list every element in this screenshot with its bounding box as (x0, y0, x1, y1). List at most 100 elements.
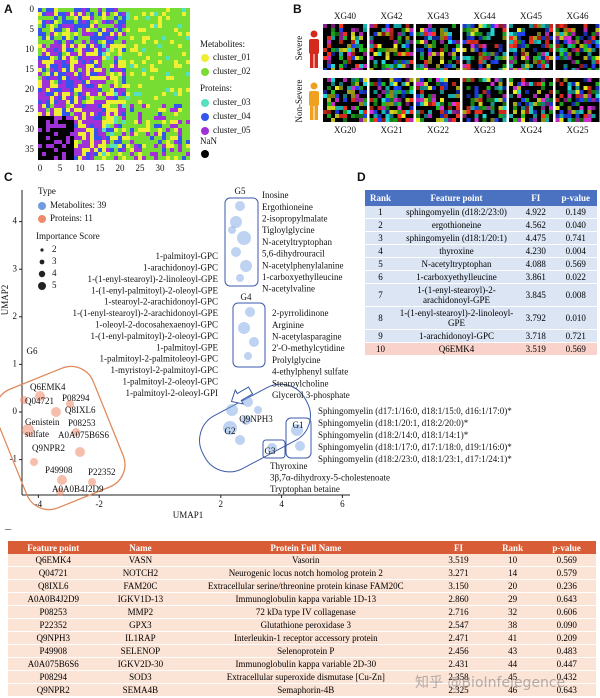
heatmap-cell (82, 84, 86, 88)
heatmap-cell (114, 8, 118, 12)
heatmap-cell (70, 100, 74, 104)
image-pixel (339, 36, 343, 40)
heatmap-cell (70, 140, 74, 144)
heatmap-cell (138, 16, 142, 20)
heatmap-cell (82, 76, 86, 80)
table-row: Q04721 NOTCH2 Neurogenic locus notch homol… (8, 566, 596, 580)
heatmap-cell (170, 20, 174, 24)
person-icon (309, 30, 319, 68)
heatmap-cell (58, 76, 62, 80)
image-pixel (363, 118, 367, 122)
heatmap-cell (42, 92, 46, 96)
heatmap-cell (86, 80, 90, 84)
legend-swatch (201, 68, 209, 76)
heatmap-cell (114, 72, 118, 76)
heatmap-cell (170, 72, 174, 76)
heatmap-cell (182, 156, 186, 160)
heatmap-cell (86, 44, 90, 48)
heatmap-cell (178, 24, 182, 28)
heatmap-cell (70, 72, 74, 76)
heatmap-cell (150, 132, 154, 136)
image-pixel (424, 102, 428, 106)
heatmap-cell (126, 36, 130, 40)
image-pixel (363, 48, 367, 52)
heatmap-cell (158, 156, 162, 160)
heatmap-cell (70, 80, 74, 84)
member-label: 1-(1-enyl-palmitoyl)-2-oleoyl-GPC (91, 331, 218, 341)
heatmap-cell (74, 80, 78, 84)
heatmap-cell (150, 68, 154, 72)
heatmap-cell (126, 52, 130, 56)
image-pixel (545, 24, 549, 28)
heatmap-cell (166, 76, 170, 80)
heatmap-cell (94, 96, 98, 100)
heatmap-cell (74, 40, 78, 44)
image-pixel (474, 86, 479, 90)
heatmap-cell (50, 64, 54, 68)
heatmap-cell (174, 56, 178, 60)
heatmap-cell (50, 12, 54, 16)
heatmap-cell (146, 112, 150, 116)
table-row: 8 1-(1-enyl-stearoyl)-2-linoleoyl-GPE 3.79… (365, 306, 597, 330)
heatmap-cell (114, 16, 118, 20)
heatmap-cell (74, 124, 78, 128)
image-pixel (525, 60, 529, 64)
image-pixel (563, 56, 568, 60)
image-pixel (533, 110, 537, 114)
image-pixel (470, 44, 475, 48)
image-pixel (533, 94, 537, 98)
heatmap-cell (118, 124, 122, 128)
heatmap-cell (130, 60, 134, 64)
heatmap-cell (162, 148, 166, 152)
image-pixel (323, 24, 327, 28)
heatmap-cell (98, 144, 102, 148)
image-pixel (363, 52, 367, 56)
heatmap-cell (146, 44, 150, 48)
x-tick-label: 2 (219, 499, 224, 509)
heatmap-cell (142, 112, 146, 116)
heatmap-cell (138, 12, 142, 16)
image-pixel (486, 32, 491, 36)
image-pixel (424, 114, 428, 118)
heatmap-cell (118, 72, 122, 76)
image-pixel (323, 56, 327, 60)
point (236, 274, 244, 282)
heatmap-cell (86, 132, 90, 136)
heatmap-cell (78, 72, 82, 76)
heatmap-cell (122, 40, 126, 44)
heatmap-cell (106, 36, 110, 40)
heatmap-cell (82, 68, 86, 72)
heatmap-cell (82, 80, 86, 84)
heatmap-cell (182, 8, 186, 12)
heatmap-cell (150, 100, 154, 104)
image-pixel (533, 36, 537, 40)
image-pixel (456, 94, 460, 98)
image-pixel (541, 106, 545, 110)
heatmap-cell (154, 80, 158, 84)
heatmap-cell (130, 48, 134, 52)
heatmap-cell (142, 8, 146, 12)
heatmap-cell (178, 52, 182, 56)
image-pixel (393, 68, 398, 70)
heatmap-cell (166, 156, 170, 160)
heatmap-cell (158, 48, 162, 52)
point (88, 478, 96, 486)
image-pixel (513, 56, 517, 60)
heatmap-cell (138, 36, 142, 40)
heatmap-cell (134, 76, 138, 80)
heatmap-cell (130, 100, 134, 104)
legend-title: Metabolites: (200, 39, 245, 49)
heatmap-cell (82, 152, 86, 156)
heatmap-cell (82, 104, 86, 108)
image-pixel (509, 48, 513, 52)
heatmap-cell (86, 68, 90, 72)
heatmap-cell (94, 124, 98, 128)
image-pixel (591, 48, 596, 52)
table-cell: 0.040 (554, 218, 597, 232)
heatmap-cell (82, 156, 86, 160)
heatmap-cell (106, 24, 110, 28)
heatmap-cell (126, 92, 130, 96)
heatmap-cell (66, 40, 70, 44)
heatmap-cell (174, 120, 178, 124)
watermark: 知乎 @BioInfelegence (415, 675, 566, 691)
